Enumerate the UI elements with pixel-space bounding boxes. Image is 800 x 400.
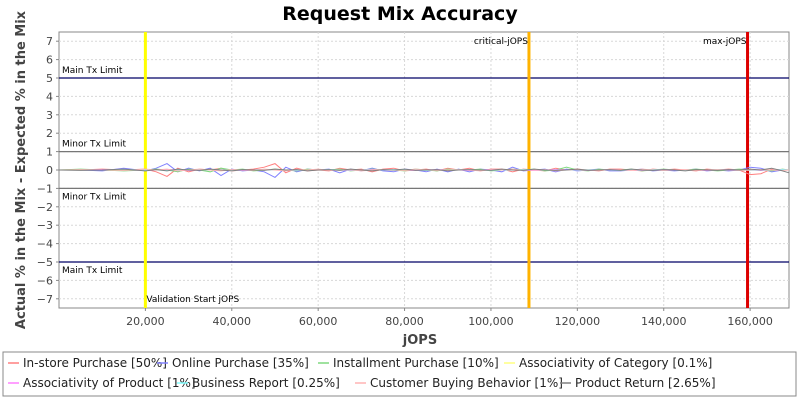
- y-tick-label: 7: [46, 35, 53, 48]
- legend-label-4: Associativity of Category [0.1%]: [519, 356, 712, 370]
- legend-label-5: Associativity of Product [1%]: [23, 376, 196, 390]
- legend-label-7: Customer Buying Behavior [1%]: [370, 376, 563, 390]
- series-lines: [58, 163, 790, 179]
- y-tick-label: 5: [46, 72, 53, 85]
- y-tick-label: −3: [37, 219, 53, 232]
- limit-line-label: Main Tx Limit: [62, 266, 123, 276]
- y-tick-label: 0: [46, 164, 53, 177]
- x-axis-title: jOPS: [402, 333, 437, 348]
- legend-label-6: Business Report [0.25%]: [192, 376, 340, 390]
- x-tick-label: 20,000: [126, 315, 165, 328]
- legend-label-1: In-store Purchase [50%]: [23, 356, 167, 370]
- marker-line-label: max-jOPS: [703, 37, 747, 47]
- y-tick-label: −5: [37, 256, 53, 269]
- y-tick-label: −2: [37, 201, 53, 214]
- y-tick-label: 1: [46, 146, 53, 159]
- y-tick-label: 6: [46, 54, 53, 67]
- limit-line-label: Minor Tx Limit: [62, 140, 127, 150]
- x-tick-label: 40,000: [213, 315, 252, 328]
- chart-title: Request Mix Accuracy: [282, 3, 518, 25]
- y-tick-label: −7: [37, 293, 53, 306]
- marker-line-label: Validation Start jOPS: [146, 295, 239, 305]
- y-tick-label: −4: [37, 238, 53, 251]
- limit-line-label: Minor Tx Limit: [62, 192, 127, 202]
- legend-items: In-store Purchase [50%] Online Purchase […: [8, 356, 716, 390]
- y-axis-title: Actual % in the Mix - Expected % in the …: [14, 10, 29, 329]
- y-tick-label: 4: [46, 90, 53, 103]
- y-tick-label: 3: [46, 109, 53, 122]
- limit-line-label: Main Tx Limit: [62, 66, 123, 76]
- x-tick-label: 120,000: [555, 315, 601, 328]
- x-tick-label: 100,000: [468, 315, 514, 328]
- x-tick-label: 60,000: [299, 315, 338, 328]
- legend-label-2: Online Purchase [35%]: [172, 356, 309, 370]
- marker-line-label: critical-jOPS: [474, 37, 528, 47]
- y-tick-label: −6: [37, 274, 53, 287]
- y-tick-label: 2: [46, 127, 53, 140]
- reference-lines: Main Tx Limit Minor Tx Limit Minor Tx Limi…: [59, 32, 789, 308]
- y-tick-label: −1: [37, 182, 53, 195]
- legend-label-3: Installment Purchase [10%]: [333, 356, 499, 370]
- x-axis: 20,000 40,000 60,000 80,000 100,000 120,000 14…: [126, 308, 773, 328]
- y-axis: −7 −6 −5 −4 −3 −2 −1 0 1 2 3 4 5 6 7: [37, 35, 59, 306]
- legend-label-8: Product Return [2.65%]: [575, 376, 716, 390]
- legend: [2, 351, 797, 397]
- series-line-8: [58, 167, 790, 174]
- x-tick-label: 80,000: [385, 315, 424, 328]
- x-tick-label: 160,000: [727, 315, 773, 328]
- x-tick-label: 140,000: [641, 315, 687, 328]
